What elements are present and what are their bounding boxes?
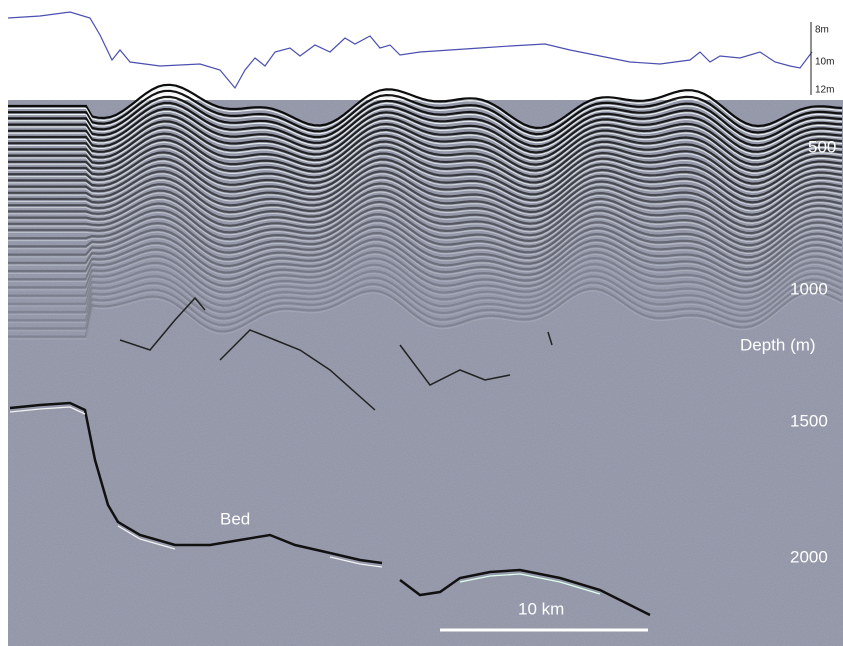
depth-label: 1500: [790, 411, 828, 430]
scale-label: 10m: [815, 57, 834, 68]
surface-profile: [8, 12, 812, 88]
depth-label: 2000: [790, 547, 828, 566]
scale-label: 12m: [815, 85, 834, 96]
depth-label: 1000: [790, 279, 828, 298]
scale-label: 8m: [815, 25, 829, 36]
bed-label: Bed: [220, 509, 250, 528]
scale-bar-label: 10 km: [518, 599, 564, 618]
depth-label: 500: [808, 137, 836, 156]
depth-axis-label: Depth (m): [740, 335, 816, 354]
figure: 8m 10m 12m 500 1000 Depth (m) 1500 2000 …: [0, 0, 843, 646]
radar-figure: 8m 10m 12m 500 1000 Depth (m) 1500 2000 …: [0, 0, 843, 646]
